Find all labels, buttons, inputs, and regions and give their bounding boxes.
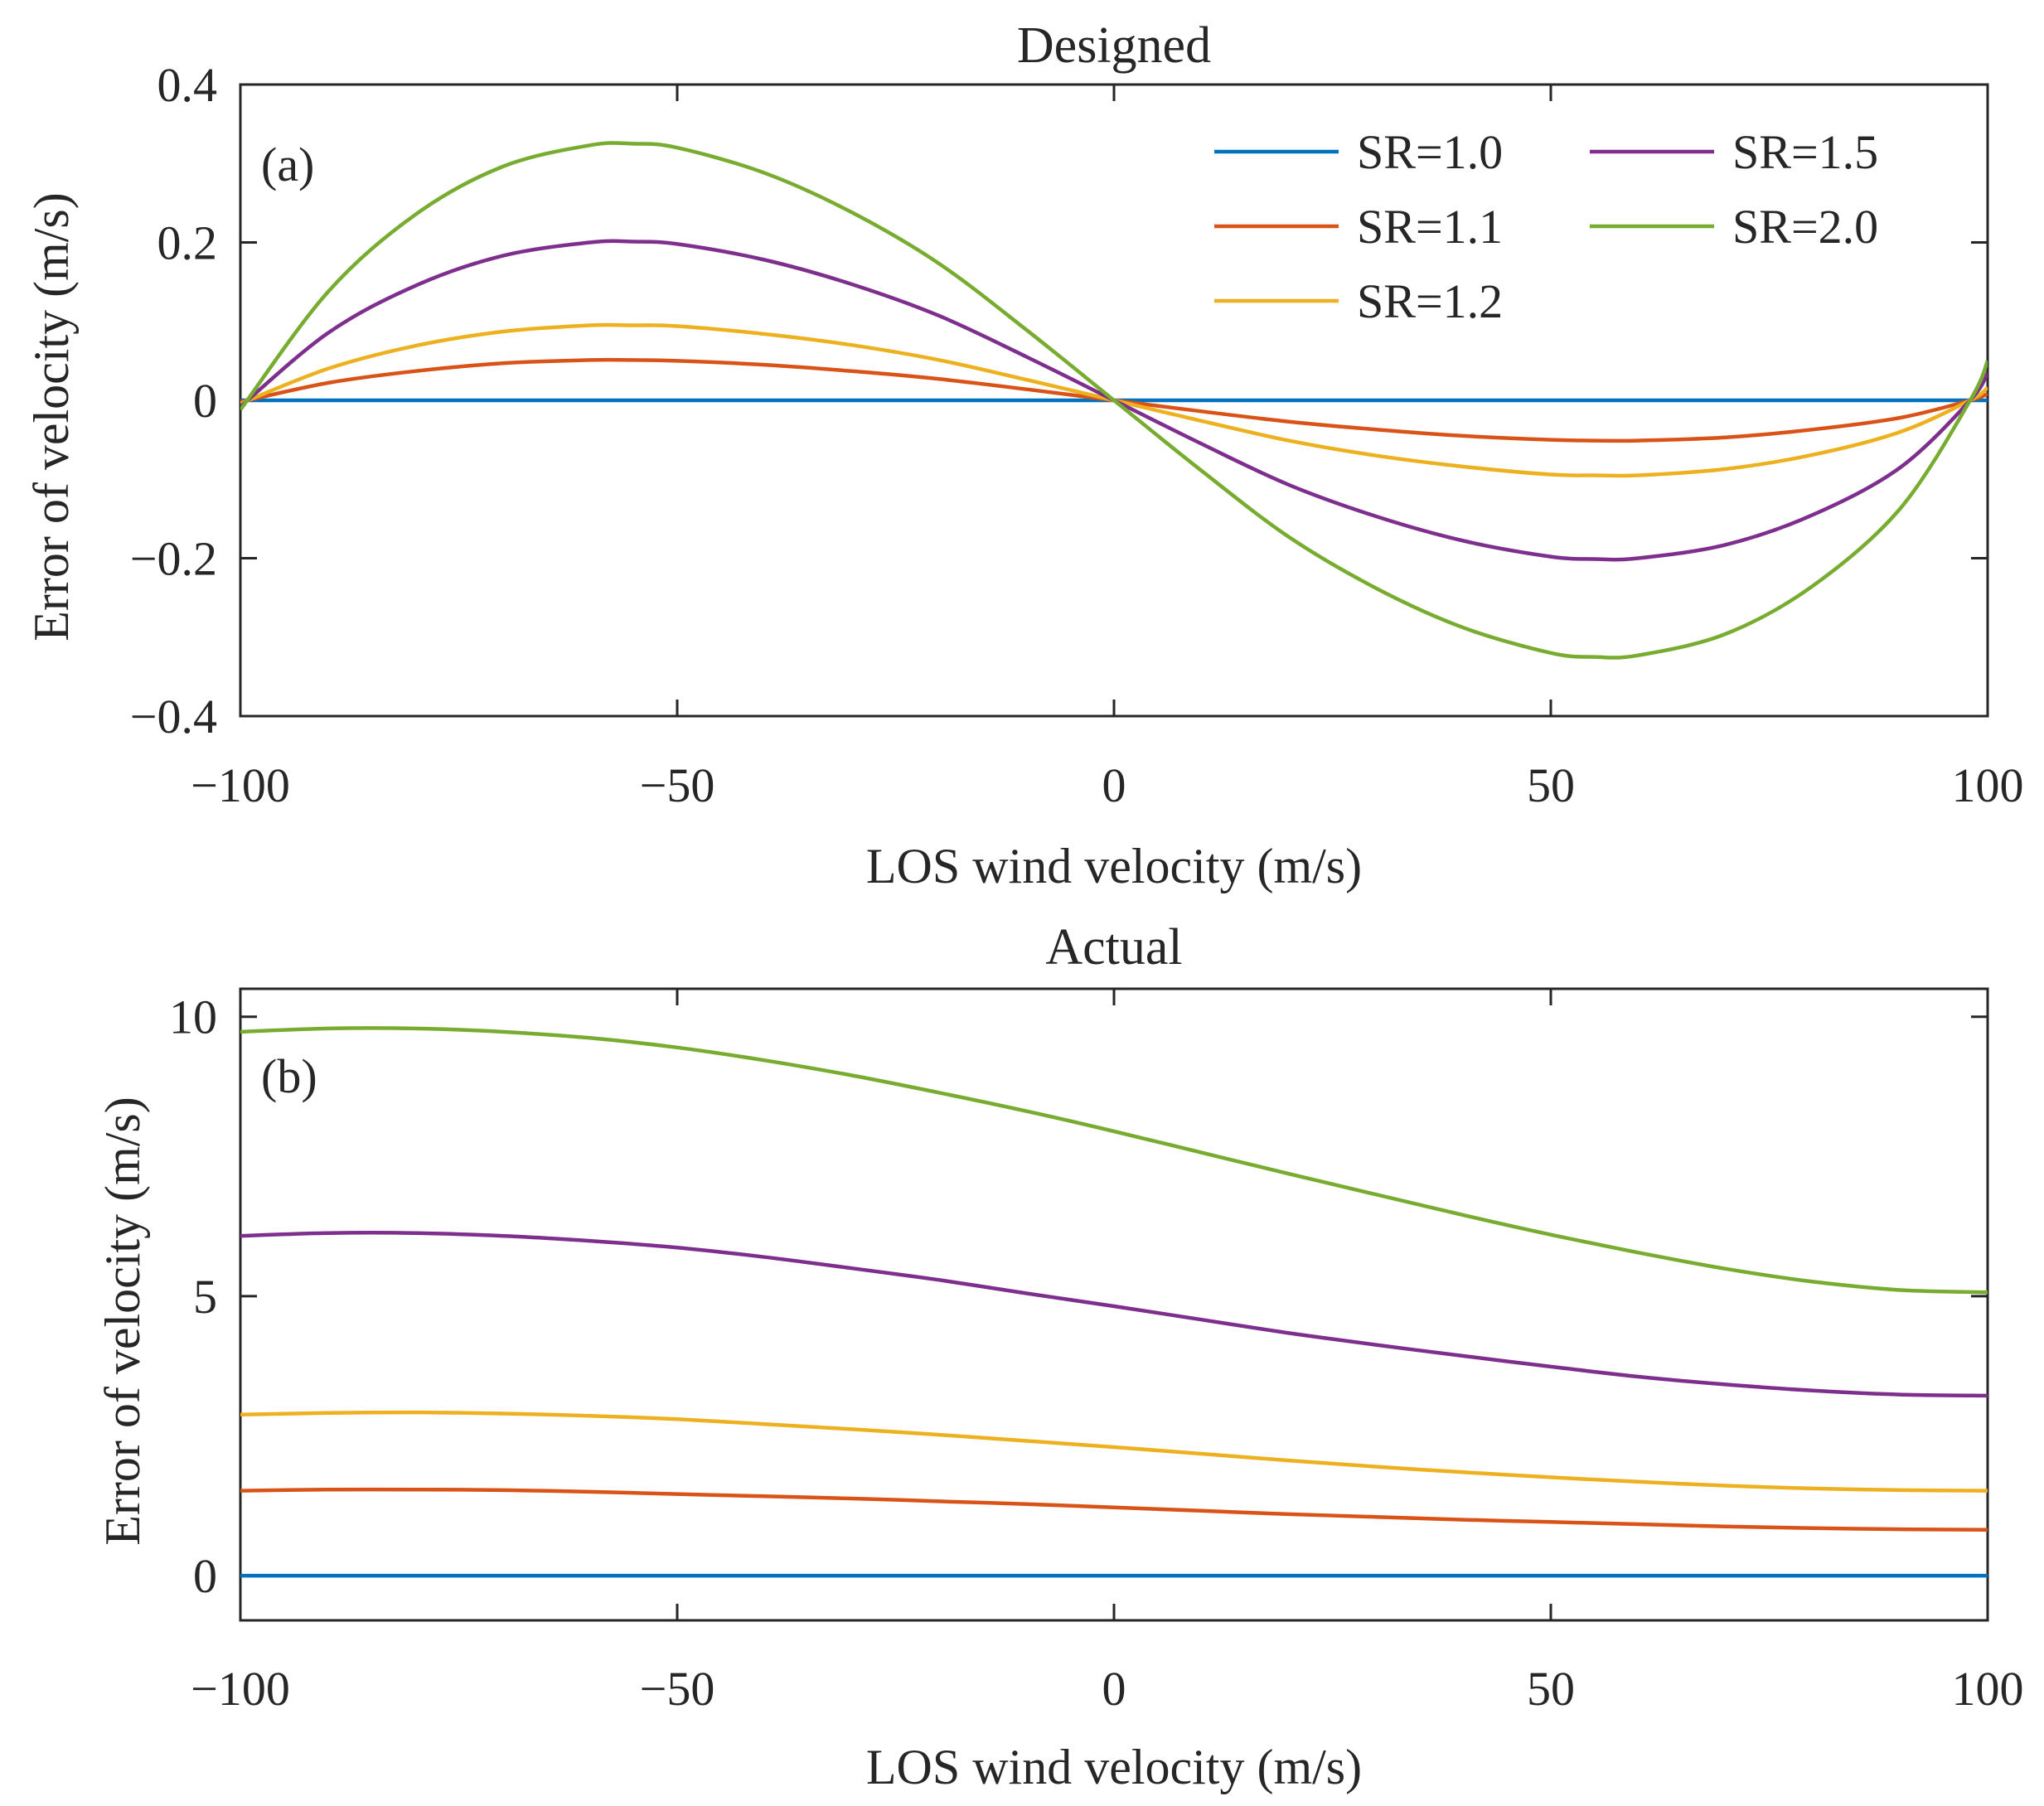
x-tick-label: −100 [191, 1662, 290, 1716]
x-tick-label: 100 [1952, 758, 2024, 812]
legend-item: SR=1.1 [1214, 200, 1503, 254]
legend-item: SR=1.5 [1590, 125, 1878, 179]
y-tick-label: 0.2 [157, 216, 218, 270]
x-axis-label: LOS wind velocity (m/s) [866, 1740, 1362, 1794]
y-tick-label: 5 [193, 1270, 217, 1324]
x-tick-label: −50 [640, 1662, 715, 1716]
chart-title: Designed [1017, 17, 1211, 74]
y-tick-label: 10 [169, 990, 217, 1044]
x-tick-label: 0 [1102, 758, 1126, 812]
series-line-SR12 [240, 322, 1988, 478]
legend-label: SR=2.0 [1732, 200, 1878, 254]
y-tick-label: −0.4 [130, 690, 217, 743]
x-axis-label: LOS wind velocity (m/s) [866, 839, 1362, 893]
y-axis-label: Error of velocity (m/s) [95, 1097, 150, 1546]
series-line-SR20 [240, 1026, 1988, 1295]
series-line-SR15 [240, 239, 1988, 562]
y-tick-label: 0 [193, 1549, 217, 1603]
y-tick-label: 0.4 [157, 58, 218, 112]
panel-label: (a) [261, 138, 314, 191]
panel-label: (b) [261, 1049, 317, 1103]
series-line-SR12 [240, 1410, 1988, 1493]
y-tick-label: 0 [193, 374, 217, 428]
x-tick-label: 0 [1102, 1662, 1126, 1716]
legend-item: SR=2.0 [1590, 200, 1878, 254]
y-axis-label: Error of velocity (m/s) [24, 192, 79, 642]
legend-item: SR=1.2 [1214, 274, 1503, 328]
legend-label: SR=1.5 [1732, 125, 1878, 179]
legend-label: SR=1.0 [1357, 125, 1503, 179]
legend-item: SR=1.0 [1214, 125, 1503, 179]
x-tick-label: 50 [1527, 1662, 1575, 1716]
x-tick-label: 50 [1527, 758, 1575, 812]
panel-designed: Designed −100 −50 0 50 100 0.4 0.2 0 −0.2 −0.4 LOS … [24, 17, 2024, 893]
chart-title: Actual [1045, 919, 1182, 976]
legend-label: SR=1.2 [1357, 274, 1503, 328]
series-line-SR15 [240, 1231, 1988, 1398]
y-tick-label: −0.2 [130, 532, 217, 586]
x-tick-label: 100 [1952, 1662, 2024, 1716]
x-tick-label: −50 [640, 758, 715, 812]
series-line-SR20 [240, 141, 1988, 660]
legend: SR=1.0 SR=1.1 SR=1.2 SR=1.5 SR=2.0 [1214, 125, 1878, 328]
series-group [240, 1026, 1988, 1578]
legend-label: SR=1.1 [1357, 200, 1503, 254]
series-line-SR11 [240, 1487, 1988, 1532]
x-tick-label: −100 [191, 758, 290, 812]
series-group [240, 141, 1988, 660]
series-line-SR11 [240, 357, 1988, 443]
